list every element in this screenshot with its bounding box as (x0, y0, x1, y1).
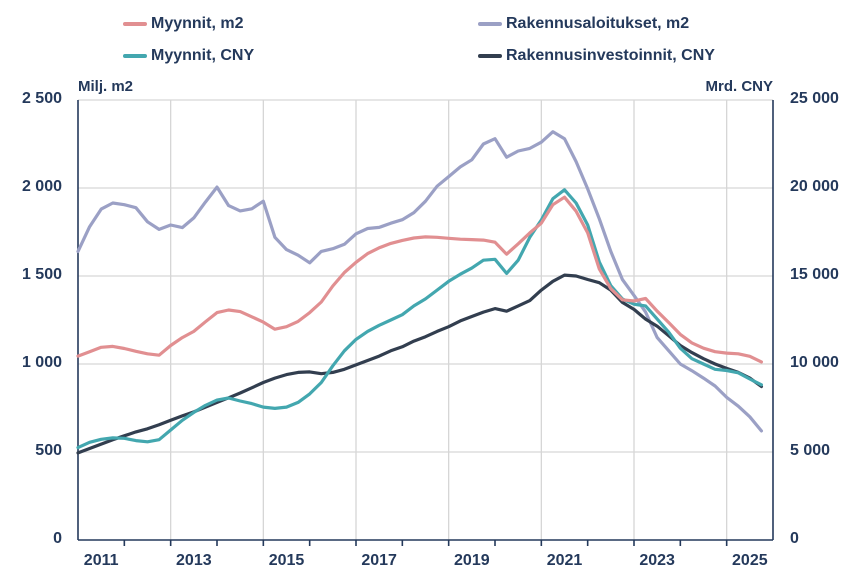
legend-swatch-rakennusaloitukset-icon (478, 22, 502, 26)
legend-label: Rakennusinvestoinnit, CNY (506, 47, 715, 64)
series-line-myynnit-cny (76, 188, 764, 450)
legend-swatch-rakennusinvestoinnit-icon (478, 54, 502, 58)
left-axis-title: Milj. m2 (78, 78, 134, 95)
y-axis-label-right: 15 000 (790, 266, 839, 283)
y-axis-label-left: 1 000 (21, 354, 62, 371)
y-axis-label-left: 2 000 (21, 178, 62, 195)
legend-label: Myynnit, m2 (151, 15, 244, 32)
y-axis-label-right: 25 000 (790, 90, 839, 107)
legend-label: Rakennusaloitukset, m2 (506, 15, 690, 32)
legend-swatch-myynnit-cny-icon (123, 54, 147, 58)
x-axis-label: 2015 (268, 552, 305, 569)
legend-item-rakennusaloitukset-m2: Rakennusaloitukset, m2 (478, 14, 689, 34)
x-axis-label: 2017 (361, 552, 397, 569)
legend-item-myynnit-m2: Myynnit, m2 (123, 14, 243, 34)
y-axis-label-left: 500 (35, 442, 62, 459)
y-axis-label-left: 0 (53, 530, 62, 547)
x-axis-label: 2023 (639, 552, 675, 569)
series-line-myynnit-m2 (76, 195, 764, 364)
legend-item-rakennusinvestoinnit-cny: Rakennusinvestoinnit, CNY (478, 46, 715, 66)
y-axis-label-left: 2 500 (21, 90, 62, 107)
x-axis-label: 2021 (546, 552, 583, 569)
series-line-rakennusaloitukset-m2 (76, 130, 764, 433)
y-axis-label-right: 5 000 (790, 442, 831, 459)
legend-item-myynnit-cny: Myynnit, CNY (123, 46, 254, 66)
x-axis-label: 2019 (454, 552, 490, 569)
x-axis-label: 2013 (176, 552, 212, 569)
legend-swatch-myynnit-m2-icon (123, 22, 147, 26)
x-axis-label: 2011 (83, 552, 119, 569)
legend-label: Myynnit, CNY (151, 47, 255, 64)
x-axis-label: 2025 (732, 552, 768, 569)
y-axis-label-left: 1 500 (21, 266, 62, 283)
right-axis-title: Mrd. CNY (705, 78, 774, 95)
y-axis-label-right: 10 000 (790, 354, 839, 371)
y-axis-label-right: 20 000 (790, 178, 839, 195)
y-axis-label-right: 0 (790, 530, 799, 547)
